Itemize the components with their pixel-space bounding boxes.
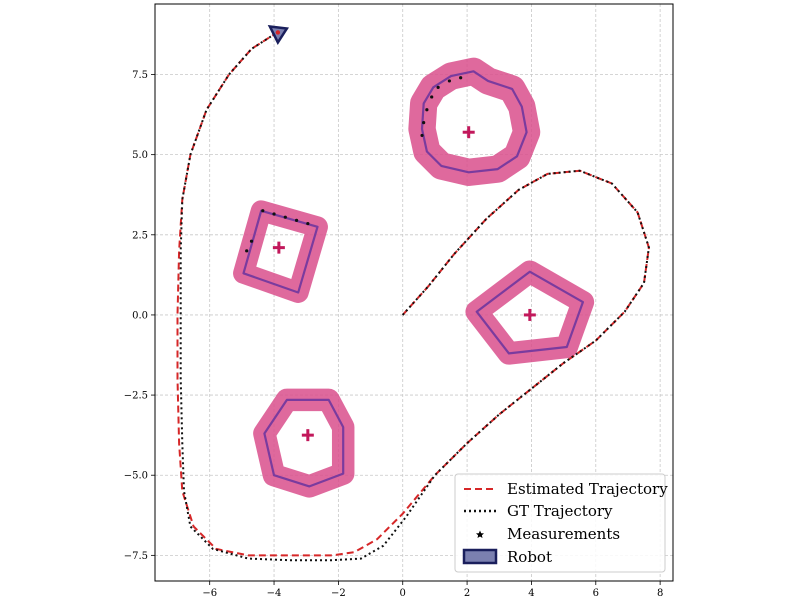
x-tick-label: −2 — [331, 588, 346, 599]
x-tick-label: 6 — [593, 588, 599, 599]
measurement-point — [294, 218, 299, 222]
y-tick-label: −5.0 — [124, 471, 148, 482]
measurement-point — [306, 221, 310, 226]
measurement-point — [261, 209, 265, 213]
x-tick-label: 8 — [657, 588, 663, 599]
x-tick-label: 0 — [400, 588, 406, 599]
y-tick-label: 0.0 — [132, 310, 148, 321]
x-tick-label: 4 — [528, 588, 534, 599]
measurement-point — [420, 133, 424, 138]
y-tick-label: 2.5 — [132, 230, 148, 241]
legend-box — [454, 473, 666, 573]
object-outline — [420, 70, 528, 174]
measurement-point — [447, 79, 451, 83]
objects — [233, 57, 595, 498]
y-tick-label: 5.0 — [132, 150, 148, 161]
x-tick-label: −4 — [267, 588, 282, 599]
object-outline — [263, 398, 345, 488]
measurement-point — [430, 95, 434, 99]
gt-trajectory — [179, 33, 650, 562]
robot-layer — [267, 24, 290, 45]
plot-frame — [154, 3, 674, 582]
object — [465, 260, 595, 365]
y-tick-label: 7.5 — [132, 70, 148, 81]
legend-measurement-swatch — [476, 530, 484, 538]
measurement-point — [422, 121, 426, 125]
x-tick-label: −6 — [202, 588, 217, 599]
trajectories — [176, 33, 650, 562]
legend-measurement-label: Measurements — [507, 525, 620, 543]
legend-gt-label: GT Trajectory — [507, 502, 613, 520]
legend: Estimated Trajectory GT Trajectory Measu… — [454, 473, 668, 573]
y-tick-label: −7.5 — [124, 551, 148, 562]
measurement-point — [249, 239, 254, 243]
ticks: −6 −4 −2 0 2 4 6 8 −7.5 −5.0 −2.5 0.0 2.5 5.0 7.5 — [124, 70, 664, 599]
measurement-point — [436, 85, 440, 89]
object-outline — [242, 209, 319, 294]
x-tick-label: 2 — [464, 588, 470, 599]
legend-robot-swatch — [462, 548, 498, 565]
measurement-point — [283, 215, 287, 219]
measurement-point — [425, 108, 429, 112]
measurement-point — [459, 76, 463, 80]
object — [253, 388, 355, 498]
legend-estimated-label: Estimated Trajectory — [507, 480, 668, 498]
object — [233, 200, 328, 303]
object-outline — [475, 270, 585, 355]
measurement-point — [272, 212, 276, 216]
y-tick-label: −2.5 — [124, 391, 148, 402]
legend-robot-label: Robot — [507, 548, 552, 566]
measurement-point — [245, 249, 249, 253]
object — [408, 57, 541, 186]
robot-center — [275, 30, 281, 35]
